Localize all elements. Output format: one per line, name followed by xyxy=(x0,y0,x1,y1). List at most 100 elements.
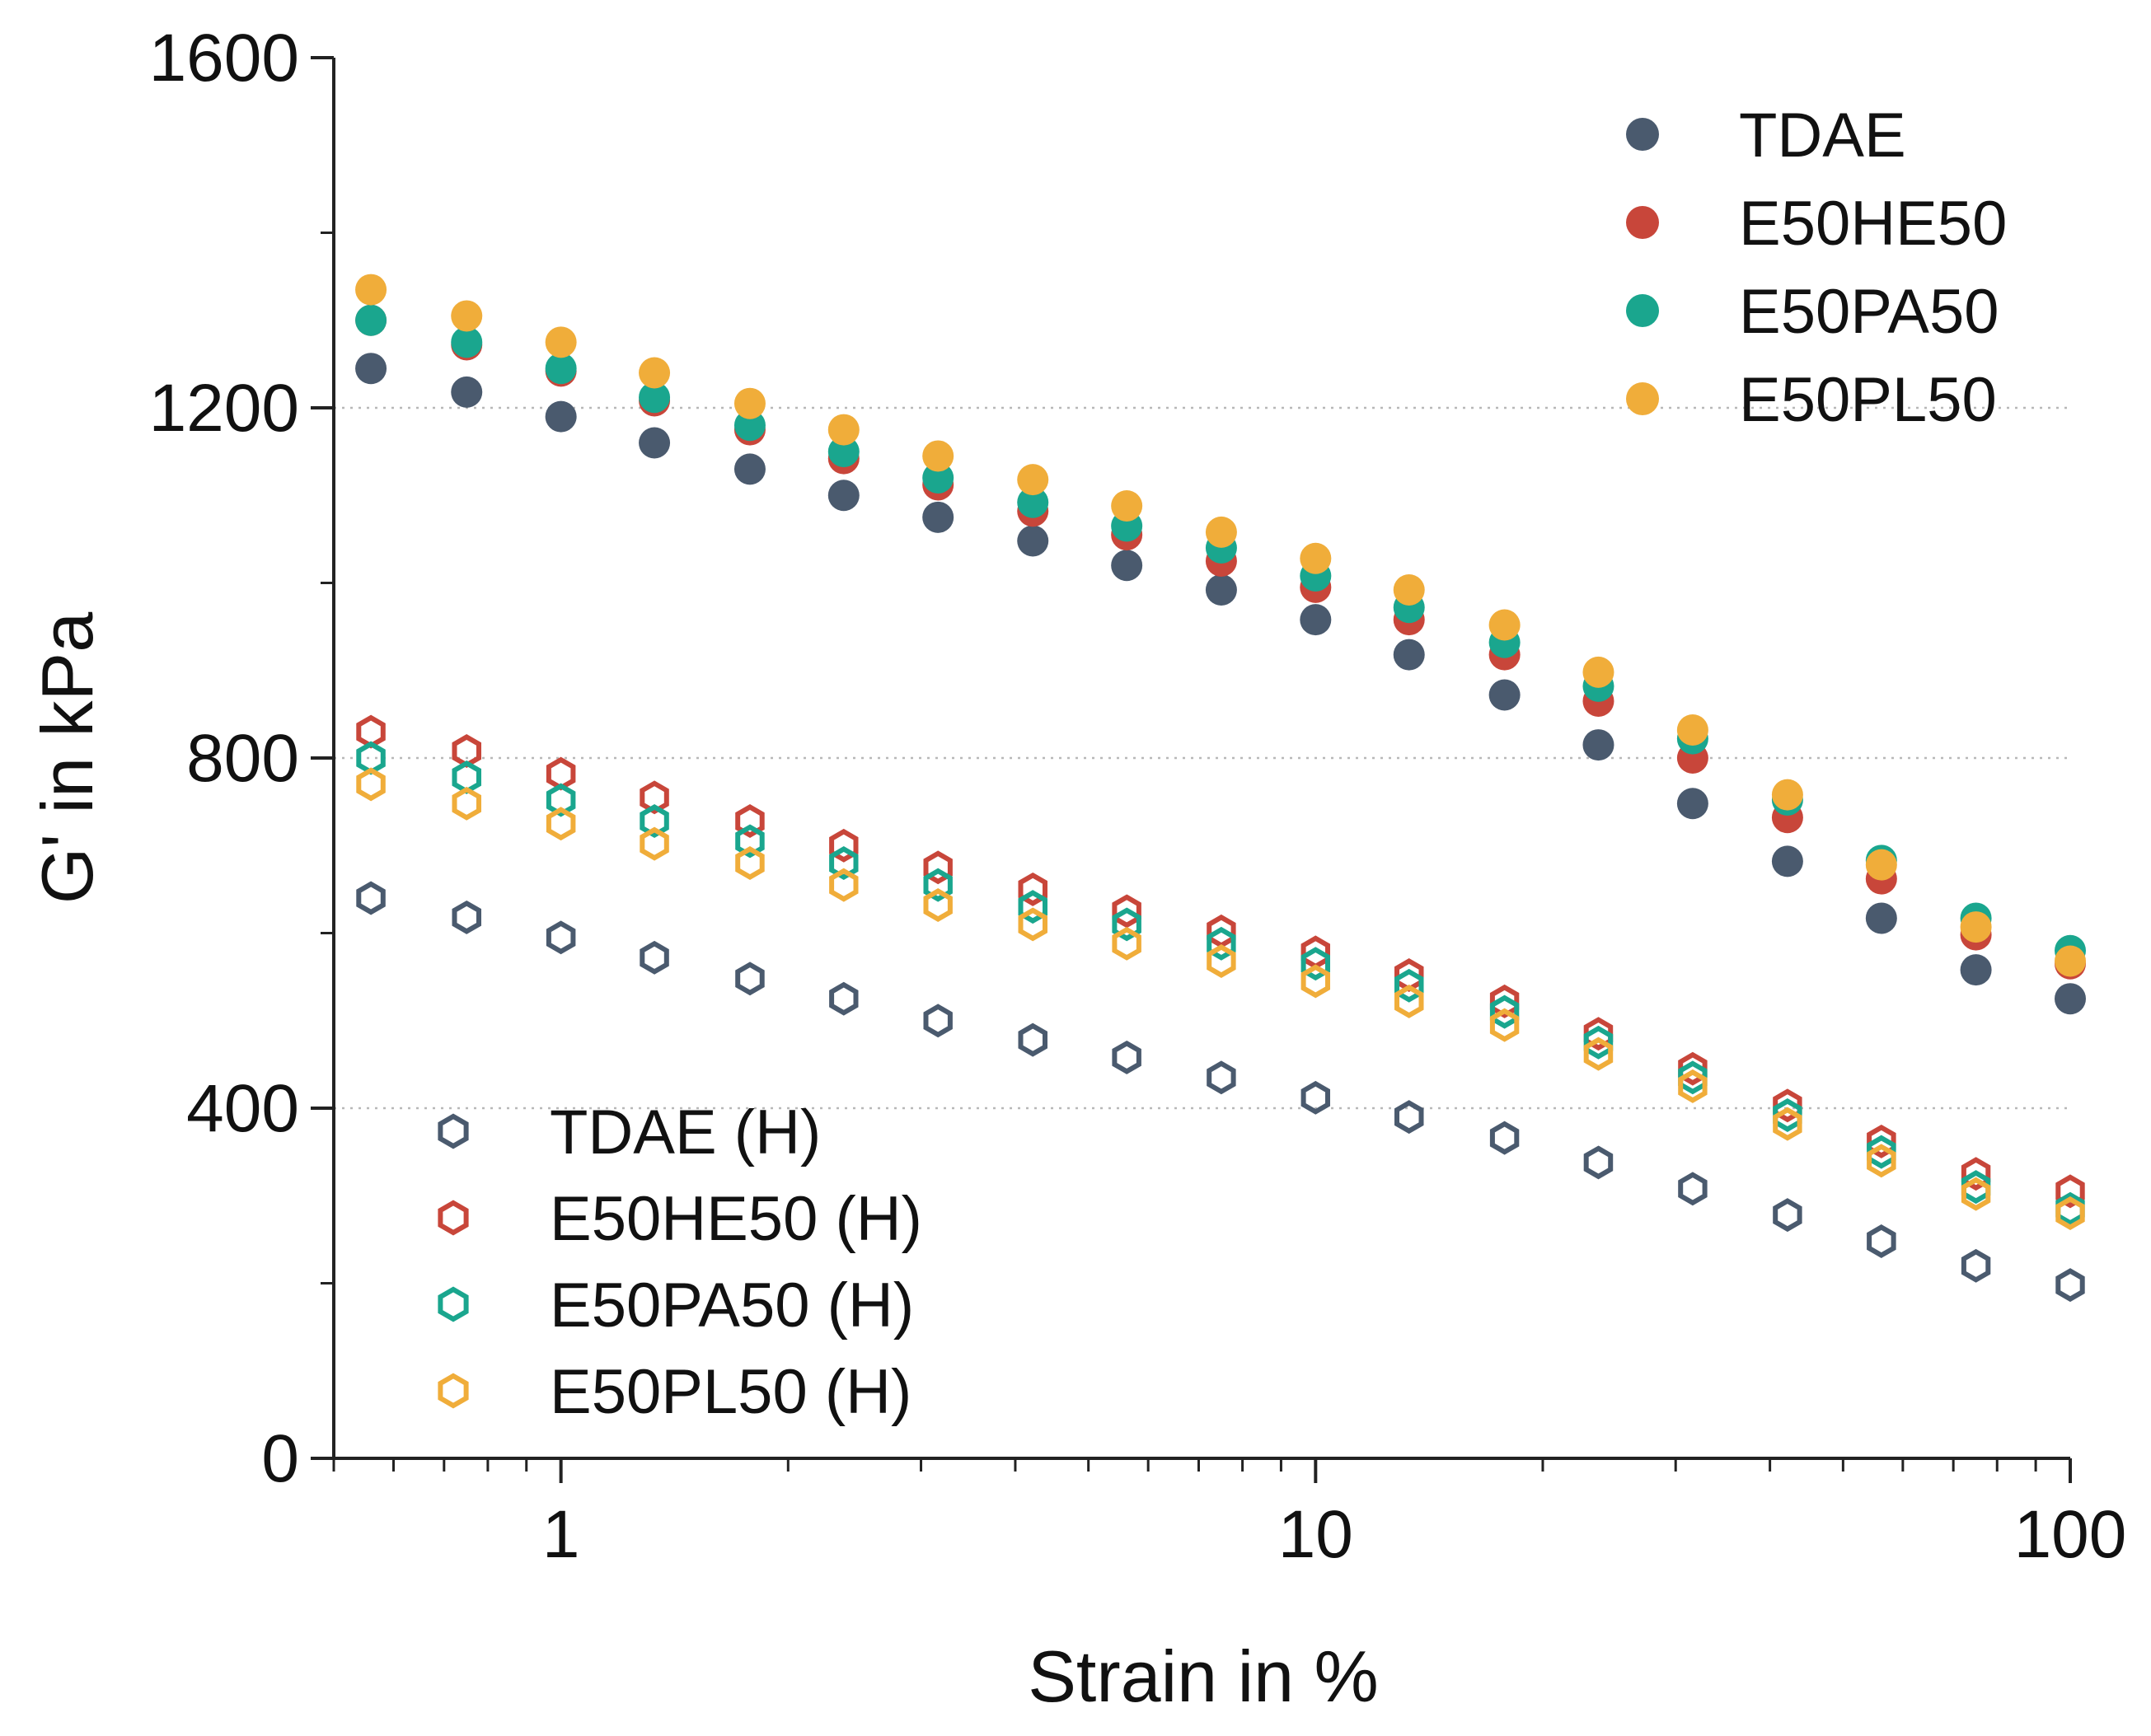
data-point xyxy=(2055,945,2086,977)
data-point xyxy=(1773,1107,1802,1141)
data-point xyxy=(1867,1135,1896,1169)
data-point xyxy=(829,868,859,902)
legend-marker xyxy=(1626,382,1659,415)
data-point xyxy=(546,783,576,817)
data-point xyxy=(2055,983,2086,1015)
data-point xyxy=(1961,1170,1991,1205)
data-point xyxy=(1865,902,1897,934)
data-point xyxy=(639,381,671,414)
data-point xyxy=(1205,574,1237,606)
legend-marker xyxy=(438,1113,469,1149)
series-e50pl50-h xyxy=(356,767,2085,1230)
ticks: 0 400 800 1200 1600 1 10 100 xyxy=(149,21,2127,1572)
series-e50pl50 xyxy=(355,274,2086,977)
data-point xyxy=(1207,926,1236,961)
data-point xyxy=(1676,788,1708,820)
data-point xyxy=(1678,1060,1708,1095)
legend-marker xyxy=(438,1200,469,1236)
legend-label: E50PA50 (H) xyxy=(550,1270,914,1341)
data-point xyxy=(1394,984,1424,1018)
data-point xyxy=(1583,1025,1614,1060)
data-point xyxy=(1394,1100,1424,1135)
data-point xyxy=(1112,907,1141,942)
data-point xyxy=(922,501,954,533)
data-point xyxy=(1773,1198,1802,1233)
y-tick-label: 0 xyxy=(261,1421,299,1496)
data-point xyxy=(1489,1121,1520,1155)
data-point xyxy=(1018,890,1047,924)
data-point xyxy=(1961,1177,1991,1211)
data-point xyxy=(1112,926,1141,961)
data-point xyxy=(1678,1051,1708,1086)
data-point xyxy=(2055,1196,2085,1230)
legend-label: E50PL50 (H) xyxy=(550,1357,911,1427)
legend-marker xyxy=(438,1286,469,1322)
series-tdae-h xyxy=(356,881,2085,1303)
data-point xyxy=(923,868,953,902)
data-point xyxy=(1865,849,1897,881)
legend-marker xyxy=(1626,294,1659,327)
data-point xyxy=(640,804,669,838)
data-point xyxy=(640,940,669,975)
data-point xyxy=(452,900,481,934)
data-point xyxy=(2055,1268,2085,1303)
data-point xyxy=(355,353,387,385)
y-axis-title: G' in kPa xyxy=(26,612,108,904)
data-point xyxy=(1018,1022,1047,1057)
data-point xyxy=(1017,486,1049,518)
data-point xyxy=(1489,1008,1520,1042)
data-point xyxy=(1867,1124,1896,1158)
data-point xyxy=(923,1004,953,1038)
data-point xyxy=(733,453,766,485)
data-point xyxy=(735,824,765,859)
data-point xyxy=(1018,872,1047,906)
x-axis-title: Strain in % xyxy=(1028,1635,1379,1717)
data-point xyxy=(829,828,859,863)
data-point xyxy=(1489,984,1520,1018)
y-tick-label: 1200 xyxy=(149,371,299,446)
data-point xyxy=(356,767,386,802)
data-point xyxy=(1205,516,1237,548)
data-point xyxy=(827,436,860,468)
data-point xyxy=(733,409,766,442)
data-point xyxy=(1112,1040,1141,1074)
data-points xyxy=(355,274,2086,1303)
data-point xyxy=(1393,574,1425,606)
data-point xyxy=(639,357,671,389)
data-point xyxy=(1960,954,1992,986)
data-point xyxy=(2055,1191,2085,1226)
data-point xyxy=(1678,1069,1708,1103)
data-point xyxy=(923,888,953,922)
data-point xyxy=(1393,639,1425,671)
legend-marker xyxy=(1626,206,1659,239)
data-point xyxy=(452,786,481,821)
data-point xyxy=(1300,604,1332,636)
data-point xyxy=(1961,1157,1991,1191)
series-tdae xyxy=(355,353,2086,1015)
data-point xyxy=(1582,729,1614,761)
y-tick-label: 1600 xyxy=(149,21,299,96)
legend-label: E50HE50 xyxy=(1739,189,2007,259)
data-point xyxy=(1394,968,1424,1003)
data-point xyxy=(922,462,954,494)
data-point xyxy=(1676,714,1708,746)
data-point xyxy=(1300,1080,1330,1115)
legend-label: E50PA50 xyxy=(1739,277,1999,347)
data-point xyxy=(735,962,765,996)
data-point xyxy=(451,326,483,358)
legend-label: TDAE (H) xyxy=(550,1097,821,1167)
data-point xyxy=(355,274,387,306)
y-tick-label: 800 xyxy=(186,721,299,796)
data-point xyxy=(1867,1224,1896,1258)
data-point xyxy=(1112,894,1141,929)
data-point xyxy=(735,804,765,838)
legend-marker xyxy=(438,1373,469,1409)
data-point xyxy=(545,326,577,358)
data-point xyxy=(735,846,765,880)
data-point xyxy=(640,780,669,815)
data-point xyxy=(1583,1145,1614,1180)
data-point xyxy=(355,304,387,336)
x-tick-label: 10 xyxy=(1278,1497,1353,1572)
gridlines xyxy=(334,406,2070,1110)
data-point xyxy=(546,807,576,841)
